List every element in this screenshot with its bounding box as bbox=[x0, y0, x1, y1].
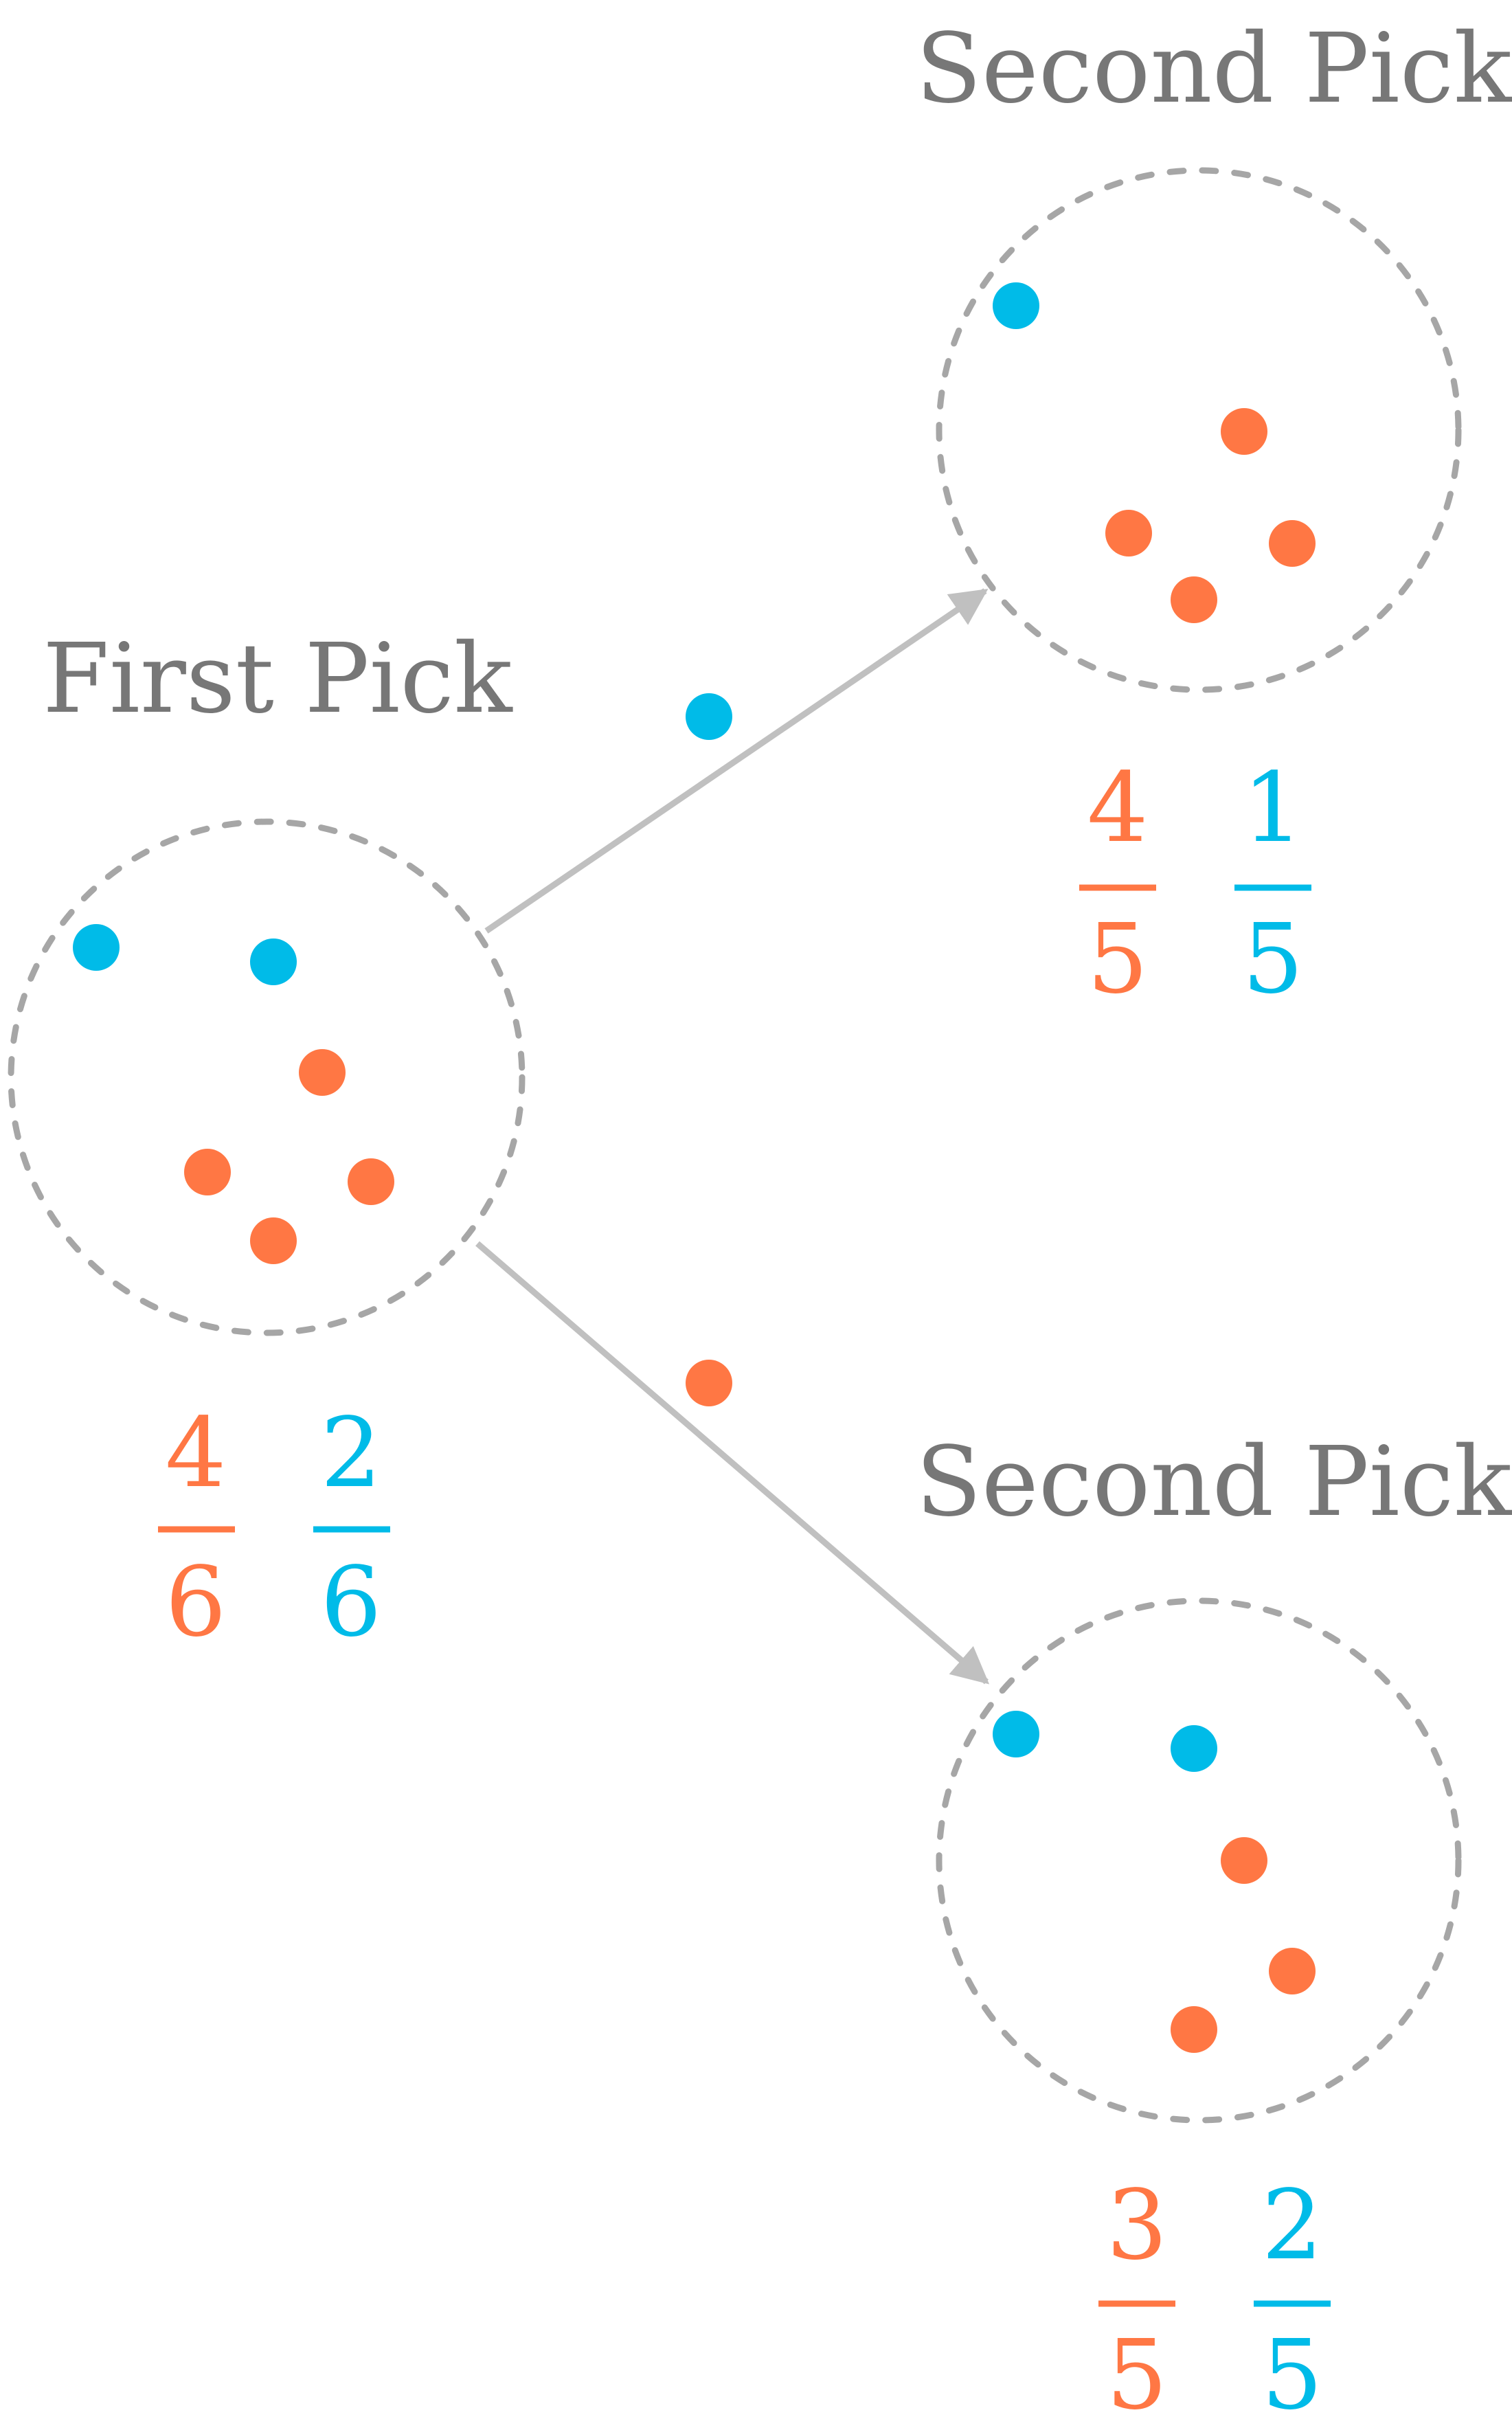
ball bbox=[993, 1711, 1039, 1757]
fraction-numerator: 1 bbox=[1242, 752, 1303, 864]
upper-branch-drawn-ball bbox=[686, 693, 732, 740]
lower-second-pick-orange-fraction: 3 5 bbox=[1098, 2170, 1175, 2428]
first-pick-pool-outline bbox=[8, 818, 526, 1336]
ball bbox=[73, 924, 120, 971]
fraction-denominator: 5 bbox=[1242, 903, 1303, 1015]
lower-second-pick-group: Second Pick 3 5 2 5 bbox=[916, 1426, 1512, 2428]
fraction-denominator: 5 bbox=[1261, 2319, 1322, 2428]
upper-branch-arrow bbox=[484, 588, 989, 934]
fraction-numerator: 3 bbox=[1106, 2170, 1167, 2282]
upper-second-pick-blue-fraction: 1 5 bbox=[1234, 752, 1311, 1015]
lower-second-pick-blue-fraction: 2 5 bbox=[1254, 2170, 1331, 2428]
ball bbox=[1171, 2006, 1217, 2053]
ball bbox=[1269, 1948, 1316, 1994]
ball bbox=[348, 1158, 394, 1205]
lower-branch-drawn-ball bbox=[686, 1360, 732, 1406]
upper-second-pick-group: Second Pick 4 5 1 5 bbox=[916, 13, 1512, 1015]
fraction-denominator: 6 bbox=[165, 1547, 226, 1659]
first-pick-balls bbox=[73, 924, 394, 1264]
upper-branch-arrow-group bbox=[484, 588, 989, 934]
first-pick-label: First Pick bbox=[43, 623, 513, 735]
fraction-denominator: 6 bbox=[320, 1547, 381, 1659]
ball bbox=[1221, 408, 1267, 455]
fraction-numerator: 4 bbox=[1087, 752, 1148, 864]
fraction-denominator: 5 bbox=[1106, 2319, 1167, 2428]
ball bbox=[184, 1149, 231, 1195]
upper-second-pick-balls bbox=[993, 282, 1316, 623]
upper-second-pick-orange-fraction: 4 5 bbox=[1079, 752, 1156, 1015]
fraction-numerator: 4 bbox=[165, 1397, 226, 1509]
lower-second-pick-balls bbox=[993, 1711, 1316, 2053]
fraction-numerator: 2 bbox=[1261, 2170, 1322, 2282]
upper-second-pick-label: Second Pick bbox=[916, 13, 1512, 125]
lower-branch-arrow-group bbox=[475, 1241, 990, 1685]
fraction-denominator: 5 bbox=[1087, 903, 1148, 1015]
ball bbox=[250, 1217, 297, 1264]
fraction-numerator: 2 bbox=[320, 1397, 381, 1509]
lower-branch-arrow bbox=[475, 1241, 990, 1685]
upper-second-pick-pool-outline bbox=[936, 167, 1462, 693]
ball bbox=[1105, 510, 1152, 557]
lower-second-pick-label: Second Pick bbox=[916, 1426, 1512, 1538]
lower-second-pick-pool-outline bbox=[936, 1597, 1462, 2124]
ball bbox=[250, 938, 297, 985]
ball bbox=[1171, 576, 1217, 623]
first-pick-blue-fraction: 2 6 bbox=[313, 1397, 390, 1659]
ball bbox=[299, 1049, 346, 1096]
first-pick-orange-fraction: 4 6 bbox=[158, 1397, 235, 1659]
ball bbox=[993, 282, 1039, 329]
ball bbox=[1221, 1837, 1267, 1884]
first-pick-group: First Pick 4 6 2 6 bbox=[8, 623, 526, 1659]
ball bbox=[1171, 1725, 1217, 1772]
ball bbox=[1269, 520, 1316, 567]
